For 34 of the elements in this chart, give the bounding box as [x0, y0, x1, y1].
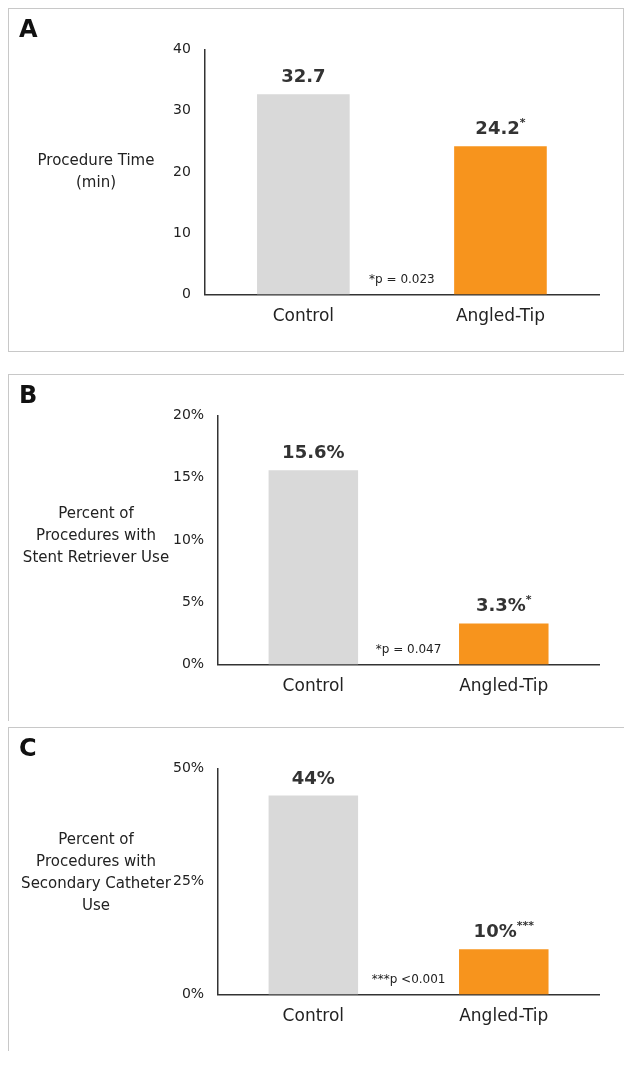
annotation: *p = 0.047 — [375, 641, 442, 656]
y-tick-label: 0% — [181, 985, 205, 1002]
chart-title: B — [19, 381, 38, 409]
data-label: 15.6% — [282, 441, 345, 463]
y-tick-label: 5% — [181, 592, 205, 609]
data-label: 24.2* — [475, 116, 526, 139]
x-tick-label: Control — [272, 305, 335, 326]
y-tick-label: 20 — [172, 162, 191, 179]
y-tick-label: 50% — [172, 759, 205, 776]
x-tick-label: Angled-Tip — [459, 675, 549, 696]
data-label: 32.7 — [281, 65, 326, 87]
y-tick-label: 10% — [172, 530, 205, 547]
x-tick-label: Control — [282, 675, 345, 696]
y-axis-title: Percent of Procedures with Secondary Catheter Use — [21, 828, 171, 916]
y-tick-label: 0% — [181, 655, 205, 672]
y-axis-title: Percent of Procedures with Stent Retriever Use — [21, 502, 171, 568]
x-tick-label: Angled-Tip — [459, 1005, 549, 1026]
x-tick-label: Control — [282, 1005, 345, 1026]
y-tick-label: 20% — [172, 406, 205, 423]
y-tick-label: 10 — [172, 223, 191, 240]
x-tick-label: Angled-Tip — [455, 305, 546, 326]
annotation: *p = 0.023 — [369, 271, 435, 286]
y-tick-label: 40 — [172, 40, 191, 57]
y-axis-title: Procedure Time (min) — [36, 150, 156, 194]
data-label: 44% — [291, 766, 335, 788]
annotation: ***p <0.001 — [371, 971, 446, 986]
chart-title: A — [19, 15, 38, 43]
y-tick-label: 15% — [172, 468, 205, 485]
chart-title: C — [19, 734, 37, 762]
y-tick-label: 0 — [181, 285, 191, 302]
y-tick-label: 25% — [172, 872, 205, 889]
data-label: 10%*** — [473, 919, 535, 942]
data-label: 3.3%* — [475, 593, 532, 616]
y-tick-label: 30 — [172, 101, 191, 118]
